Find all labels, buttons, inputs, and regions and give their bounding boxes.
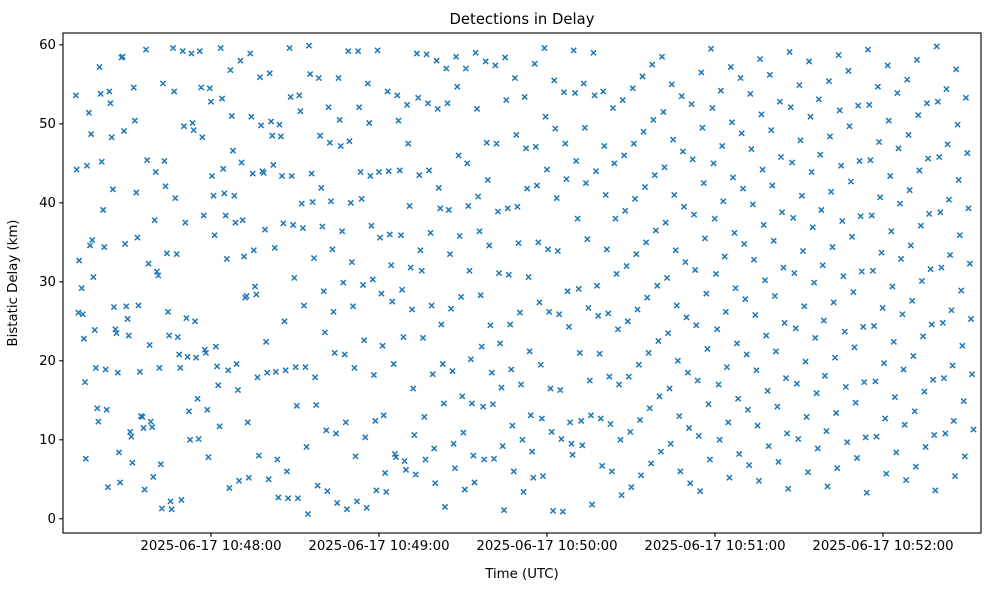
y-tick-label-2: 20	[39, 354, 56, 369]
y-tick-label-3: 30	[39, 275, 56, 290]
x-tick-label-3: 2025-06-17 10:51:00	[644, 539, 785, 554]
y-tick-label-5: 50	[39, 117, 56, 132]
x-axis-label: Time (UTC)	[484, 567, 559, 582]
y-tick-label-6: 60	[39, 38, 56, 53]
x-tick-label-0: 2025-06-17 10:48:00	[140, 539, 281, 554]
y-tick-label-4: 40	[39, 196, 56, 211]
page-title: Detections in Delay	[450, 11, 595, 28]
axis-ticks-group	[59, 44, 884, 537]
scatter-series-detections	[72, 42, 977, 518]
data-point-group	[72, 42, 977, 518]
axes-frame	[62, 32, 982, 534]
y-tick-label-1: 10	[39, 433, 56, 448]
x-tick-label-4: 2025-06-17 10:52:00	[812, 539, 953, 554]
x-tick-label-1: 2025-06-17 10:49:00	[308, 539, 449, 554]
y-tick-label-0: 0	[48, 512, 56, 527]
x-tick-label-2: 2025-06-17 10:50:00	[476, 539, 617, 554]
y-axis-label: Bistatic Delay (km)	[6, 220, 21, 347]
axis-tick-labels-group: 2025-06-17 10:48:00 2025-06-17 10:49:00 20…	[39, 38, 954, 554]
